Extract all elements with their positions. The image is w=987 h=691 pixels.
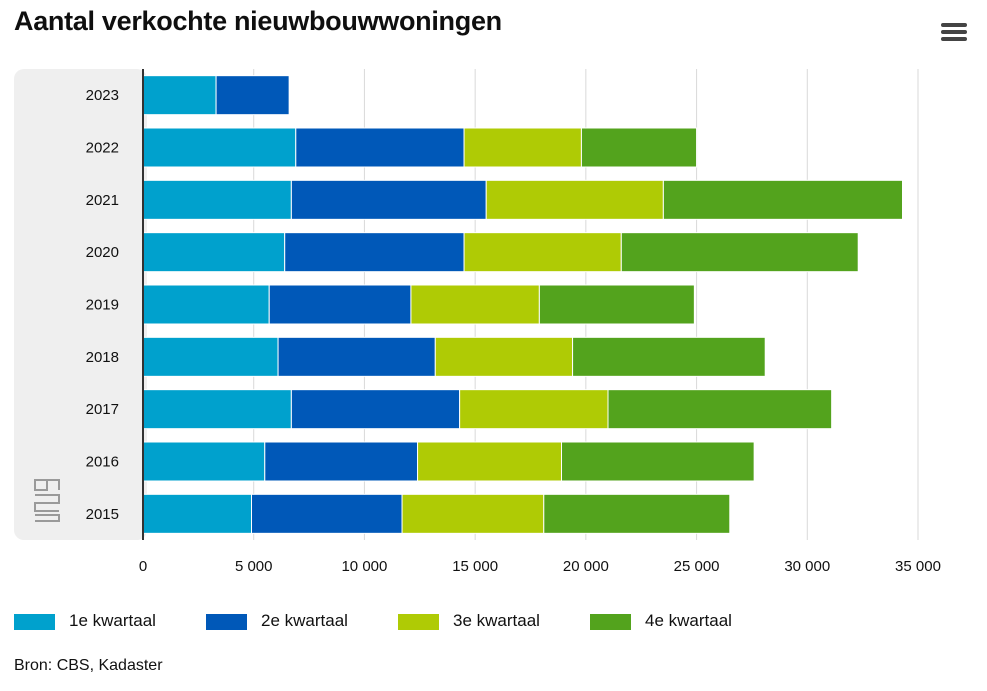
- bar-segment[interactable]: [580, 127, 698, 168]
- y-tick-label: 2018: [86, 349, 119, 366]
- bar-segment[interactable]: [290, 179, 487, 220]
- bar-segment[interactable]: [295, 127, 465, 168]
- value-axis-labels: 0 5 000 10 000 15 000 20 000 25 000 30 000 35 0…: [139, 558, 941, 575]
- x-tick-label: 30 000: [784, 558, 830, 575]
- bar-segment[interactable]: [538, 284, 695, 325]
- bar-segment[interactable]: [463, 127, 582, 168]
- bar-segment[interactable]: [251, 493, 403, 534]
- chart-title: Aantal verkochte nieuwbouwwoningen: [14, 6, 502, 36]
- bar-segment[interactable]: [572, 336, 766, 377]
- category-labels: 2023 2022 2021 2020 2019 2018 2017 2016 2015: [86, 87, 119, 523]
- bar-segment[interactable]: [284, 232, 465, 273]
- x-tick-label: 20 000: [563, 558, 609, 575]
- x-tick-label: 25 000: [674, 558, 720, 575]
- bar-segment[interactable]: [277, 336, 436, 377]
- y-tick-label: 2016: [86, 454, 119, 471]
- bar-segment[interactable]: [463, 232, 622, 273]
- legend-swatch: [590, 614, 631, 630]
- bar-segment[interactable]: [410, 284, 540, 325]
- bar-segment[interactable]: [142, 441, 266, 482]
- bar-segment[interactable]: [142, 232, 286, 273]
- bar-segment[interactable]: [142, 75, 217, 116]
- bar-segment[interactable]: [142, 493, 252, 534]
- legend-swatch: [206, 614, 247, 630]
- legend-label: 2e kwartaal: [261, 611, 348, 630]
- y-tick-label: 2022: [86, 140, 119, 157]
- bar-segment[interactable]: [401, 493, 545, 534]
- bar-segment[interactable]: [620, 232, 859, 273]
- x-tick-label: 5 000: [235, 558, 273, 575]
- y-tick-label: 2019: [86, 297, 119, 314]
- y-tick-label: 2021: [86, 192, 119, 209]
- category-band: [14, 69, 147, 540]
- bar-segment[interactable]: [142, 127, 297, 168]
- legend-swatch: [14, 614, 55, 630]
- legend-label: 3e kwartaal: [453, 611, 540, 630]
- bar-segment[interactable]: [607, 389, 833, 430]
- menu-line: [941, 23, 967, 27]
- legend-label: 4e kwartaal: [645, 611, 732, 630]
- x-tick-label: 15 000: [452, 558, 498, 575]
- legend-label: 1e kwartaal: [69, 611, 156, 630]
- bar-chart: 2023 2022 2021 2020 2019 2018 2017 2016 2015 0 5 …: [14, 69, 941, 575]
- bar-segment[interactable]: [485, 179, 664, 220]
- bar-segment[interactable]: [434, 336, 574, 377]
- bar-segment[interactable]: [142, 336, 279, 377]
- bar-segment[interactable]: [459, 389, 609, 430]
- y-tick-label: 2020: [86, 244, 119, 261]
- bar-segment[interactable]: [142, 389, 292, 430]
- bar-segment[interactable]: [417, 441, 563, 482]
- bar-segment[interactable]: [142, 179, 292, 220]
- x-tick-label: 35 000: [895, 558, 941, 575]
- source-note: Bron: CBS, Kadaster: [14, 657, 163, 674]
- x-tick-label: 0: [139, 558, 147, 575]
- bar-segment[interactable]: [543, 493, 731, 534]
- bar-segment[interactable]: [215, 75, 290, 116]
- x-tick-label: 10 000: [341, 558, 387, 575]
- bar-segment[interactable]: [662, 179, 903, 220]
- bar-segment[interactable]: [561, 441, 755, 482]
- y-tick-label: 2015: [86, 506, 119, 523]
- bar-segment[interactable]: [290, 389, 461, 430]
- bar-segment[interactable]: [142, 284, 270, 325]
- bar-segment[interactable]: [264, 441, 419, 482]
- menu-line: [941, 30, 967, 34]
- hamburger-menu-icon[interactable]: [940, 22, 968, 44]
- y-tick-label: 2017: [86, 401, 119, 418]
- menu-line: [941, 37, 967, 41]
- legend-swatch: [398, 614, 439, 630]
- cbs-logo-icon: [34, 479, 60, 522]
- y-tick-label: 2023: [86, 87, 119, 104]
- bars: [142, 75, 903, 534]
- bar-segment[interactable]: [268, 284, 412, 325]
